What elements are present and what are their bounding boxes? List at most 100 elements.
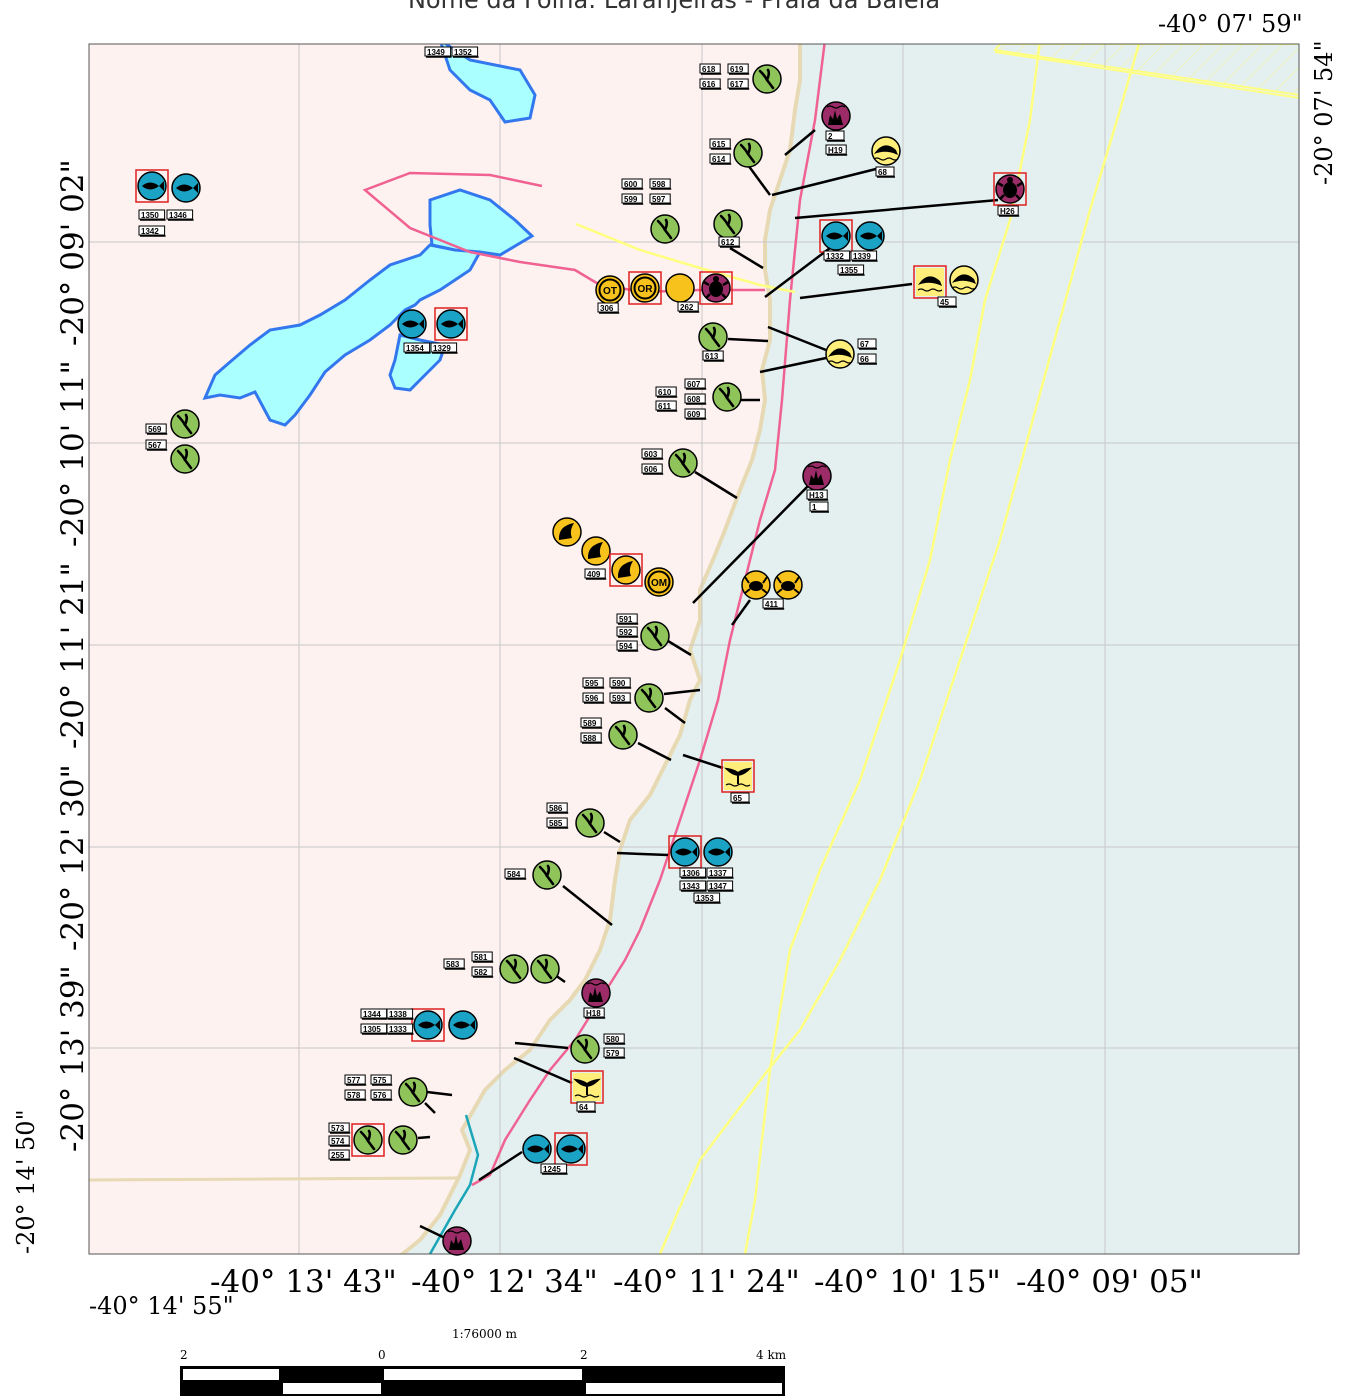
bird-icon[interactable] — [530, 954, 560, 984]
marker-group[interactable]: 612 — [713, 209, 743, 248]
marker-group[interactable]: 613 — [698, 322, 728, 362]
bird-icon[interactable] — [668, 448, 698, 478]
yellow-route-1 — [743, 44, 1041, 1254]
marker-group[interactable]: OT OR 306 262 — [595, 271, 733, 314]
marker-group[interactable]: 595 590 596 593 — [582, 677, 664, 713]
shell-icon[interactable] — [581, 536, 611, 566]
marker-label: 1329 — [430, 342, 458, 354]
fish-icon[interactable] — [434, 307, 468, 341]
fish-icon[interactable] — [397, 309, 427, 339]
marker-group[interactable]: 573 574 255 — [328, 1122, 418, 1161]
bird-icon[interactable] — [170, 444, 200, 474]
crab-icon[interactable] — [741, 570, 771, 600]
marker-group[interactable]: 1332 1339 1355 — [819, 219, 885, 276]
marker-label: 579 — [603, 1047, 626, 1059]
marker-label: 576 — [370, 1089, 393, 1101]
marker-group[interactable]: 580 579 — [570, 1033, 626, 1064]
bird-icon[interactable] — [570, 1034, 600, 1064]
bird-icon[interactable] — [575, 808, 605, 838]
marker-group[interactable]: 1344 1338 1305 1333 — [360, 1008, 478, 1042]
marker-group[interactable]: 1350 1346 1342 — [135, 169, 201, 237]
marker-group[interactable]: 1306 1337 1343 1347 1353 — [668, 835, 734, 904]
marker-group[interactable]: 67 66 — [825, 338, 877, 369]
dolphin-icon[interactable] — [913, 265, 947, 299]
marker-group[interactable]: 586 585 — [546, 802, 605, 838]
dolphin-icon[interactable] — [825, 339, 855, 369]
marker-group[interactable]: 1349 1352 — [424, 46, 479, 58]
fish-icon[interactable] — [135, 169, 169, 203]
marker-group[interactable]: 610 607 611 608 609 — [655, 378, 742, 420]
shell-icon[interactable] — [609, 553, 643, 587]
bird-icon[interactable] — [650, 214, 680, 244]
bird-icon[interactable] — [634, 683, 664, 713]
marker-group[interactable]: 584 — [504, 860, 562, 890]
marker-group[interactable]: 603 606 — [641, 448, 698, 478]
marker-group[interactable]: 411 — [741, 570, 803, 610]
crab-icon[interactable] — [773, 570, 803, 600]
marker-label: 589 — [580, 717, 603, 729]
marker-group[interactable]: 618 619 616 617 — [699, 63, 782, 94]
fish-icon[interactable] — [554, 1132, 588, 1166]
bird-icon[interactable] — [398, 1077, 428, 1107]
svg-text:45: 45 — [940, 298, 949, 307]
bird-icon[interactable] — [608, 720, 638, 750]
whale-tail-icon[interactable] — [721, 759, 755, 793]
bird-icon[interactable] — [733, 138, 763, 168]
marker-group[interactable]: 600 598 599 597 — [621, 178, 680, 244]
marker-group[interactable]: OM 409 — [552, 517, 674, 597]
occurrence-icon[interactable]: OR — [628, 271, 662, 305]
marker-group[interactable]: H18 — [581, 978, 611, 1019]
marker-group[interactable]: 1354 1329 — [397, 307, 468, 354]
marker-group[interactable]: 569 567 — [145, 409, 200, 474]
whale-tail-icon[interactable] — [570, 1070, 604, 1104]
dolphin-icon[interactable] — [871, 136, 901, 166]
bird-icon[interactable] — [351, 1123, 385, 1157]
fish-icon[interactable] — [522, 1134, 552, 1164]
fish-icon[interactable] — [855, 221, 885, 251]
fish-icon[interactable] — [448, 1010, 478, 1040]
shell-icon[interactable] — [552, 517, 582, 547]
marker-group[interactable]: 45 — [913, 265, 979, 308]
dolphin-icon[interactable] — [949, 265, 979, 295]
bird-icon[interactable] — [170, 409, 200, 439]
bird-icon[interactable] — [532, 860, 562, 890]
marker-group[interactable]: 581 583 582 — [443, 951, 560, 984]
turtle-icon[interactable] — [993, 172, 1027, 206]
coral-icon[interactable] — [802, 461, 832, 491]
coral-icon[interactable] — [821, 101, 851, 131]
markers-layer[interactable]: 618 619 616 617 2 H19 615 614 68 1350 1346 1342 600 5… — [135, 46, 1027, 1256]
marker-group[interactable]: 65 — [721, 759, 755, 804]
marker-group[interactable]: 68 — [871, 136, 901, 178]
turtle-icon[interactable] — [699, 271, 733, 305]
occurrence-icon[interactable]: OM — [644, 567, 674, 597]
marker-group[interactable]: 1245 — [522, 1132, 588, 1175]
marker-group[interactable] — [442, 1226, 472, 1256]
marker-group[interactable]: 591 592 594 — [616, 613, 670, 652]
fish-icon[interactable] — [703, 837, 733, 867]
lon-labels: -40° 13' 43" -40° 12' 34" -40° 11' 24" -… — [210, 1264, 1203, 1300]
marker-group[interactable]: 64 — [570, 1070, 604, 1113]
fish-icon[interactable] — [411, 1008, 445, 1042]
bird-icon[interactable] — [712, 382, 742, 412]
occurrence-icon[interactable]: OT — [595, 275, 625, 305]
occurrence-icon[interactable] — [665, 273, 695, 303]
bird-icon[interactable] — [640, 621, 670, 651]
marker-group[interactable]: 589 588 — [580, 717, 638, 750]
marker-group[interactable]: 2 H19 — [821, 101, 851, 156]
bird-icon[interactable] — [752, 64, 782, 94]
bird-icon[interactable] — [698, 322, 728, 352]
coral-icon[interactable] — [442, 1226, 472, 1256]
bird-icon[interactable] — [713, 209, 743, 239]
bird-icon[interactable] — [388, 1125, 418, 1155]
bird-icon[interactable] — [499, 954, 529, 984]
marker-group[interactable]: 577 575 578 576 — [344, 1074, 428, 1107]
marker-group[interactable]: 615 614 — [709, 138, 763, 168]
marker-label: 611 — [655, 400, 678, 412]
leader-line — [603, 830, 621, 844]
marker-group[interactable]: H26 — [993, 172, 1027, 217]
fish-icon[interactable] — [171, 173, 201, 203]
coral-icon[interactable] — [581, 978, 611, 1008]
lat-label: -20° 11' 21" — [55, 562, 91, 749]
